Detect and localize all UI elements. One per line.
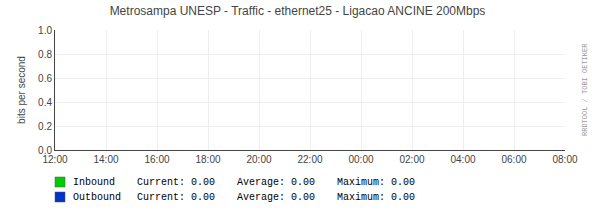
svg-text:0.00: 0.00	[291, 177, 315, 188]
svg-text:0.8: 0.8	[38, 49, 52, 60]
svg-text:0.0: 0.0	[38, 145, 52, 156]
svg-text:20:00: 20:00	[246, 154, 271, 165]
svg-text:0.00: 0.00	[291, 192, 315, 203]
svg-text:1.0: 1.0	[38, 25, 52, 36]
svg-text:12:00: 12:00	[42, 154, 67, 165]
svg-text:0.00: 0.00	[391, 177, 415, 188]
svg-text:0.00: 0.00	[391, 192, 415, 203]
svg-text:Current:: Current:	[137, 192, 185, 203]
svg-text:Maximum:: Maximum:	[337, 192, 385, 203]
svg-text:RRDTOOL / TOBI OETIKER: RRDTOOL / TOBI OETIKER	[581, 43, 589, 136]
svg-text:00:00: 00:00	[348, 154, 373, 165]
svg-text:Current:: Current:	[137, 177, 185, 188]
svg-text:22:00: 22:00	[297, 154, 322, 165]
svg-text:Outbound: Outbound	[73, 192, 121, 203]
svg-text:Average:: Average:	[237, 177, 285, 188]
svg-text:0.2: 0.2	[38, 121, 52, 132]
svg-text:04:00: 04:00	[450, 154, 475, 165]
svg-text:Maximum:: Maximum:	[337, 177, 385, 188]
svg-text:0.6: 0.6	[38, 73, 52, 84]
svg-text:02:00: 02:00	[399, 154, 424, 165]
svg-text:18:00: 18:00	[195, 154, 220, 165]
svg-text:0.4: 0.4	[38, 97, 52, 108]
svg-text:bits per second: bits per second	[16, 56, 27, 124]
svg-text:06:00: 06:00	[501, 154, 526, 165]
svg-text:0.00: 0.00	[191, 177, 215, 188]
svg-text:Average:: Average:	[237, 192, 285, 203]
svg-text:14:00: 14:00	[93, 154, 118, 165]
svg-text:16:00: 16:00	[144, 154, 169, 165]
svg-text:08:00: 08:00	[552, 154, 577, 165]
svg-text:Inbound: Inbound	[73, 177, 115, 188]
svg-text:Metrosampa UNESP - Traffic - e: Metrosampa UNESP - Traffic - ethernet25 …	[110, 4, 486, 18]
svg-text:0.00: 0.00	[191, 192, 215, 203]
